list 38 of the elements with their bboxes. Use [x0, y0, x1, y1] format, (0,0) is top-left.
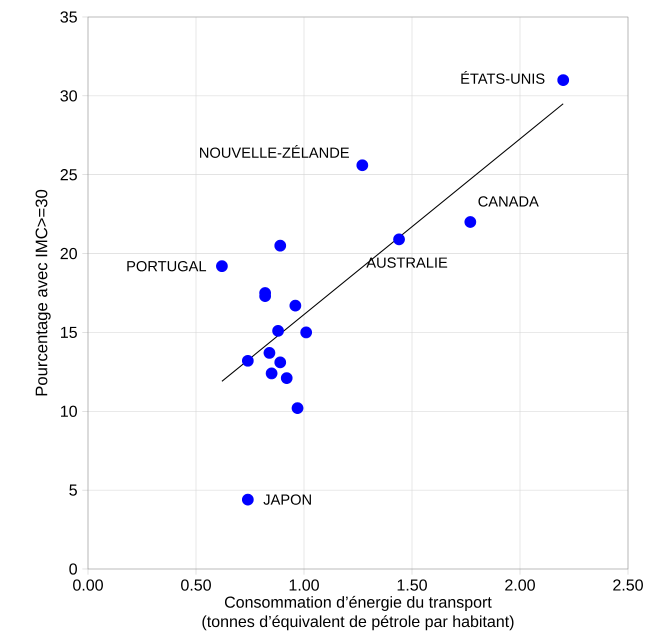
y-tick-label: 20	[60, 248, 77, 260]
point	[356, 159, 368, 172]
annotation: CANADA	[478, 196, 539, 207]
y-tick-label: 0	[69, 563, 77, 575]
y-tick-label: 10	[61, 406, 77, 417]
point	[280, 372, 293, 384]
x-tick-label: 0.00	[73, 579, 103, 591]
point	[289, 300, 302, 312]
annotation: NOUVELLE-ZÉLANDE	[200, 145, 349, 158]
point	[300, 326, 312, 338]
point	[274, 356, 286, 368]
y-axis-title: Pourcentage avec IMC>=30	[36, 190, 51, 396]
point	[292, 402, 304, 414]
point	[272, 324, 284, 337]
x-tick-label: 0.50	[181, 579, 211, 591]
point	[464, 216, 476, 228]
point	[393, 233, 405, 246]
point	[242, 354, 254, 367]
x-tick-label: 1.50	[398, 579, 427, 591]
annotation: ÉTATS-UNIS	[461, 70, 544, 84]
x-tick-label: 2.00	[505, 579, 535, 591]
point	[557, 74, 570, 86]
point	[274, 240, 286, 252]
x-tick-label: 2.50	[613, 579, 643, 591]
point	[266, 368, 278, 380]
annotation: PORTUGAL	[127, 261, 206, 272]
y-tick-label: 35	[60, 11, 77, 23]
annotation: JAPON	[263, 494, 311, 505]
y-tick-label: 25	[60, 169, 77, 180]
x-tick-label: 1.00	[290, 579, 319, 591]
point	[216, 260, 228, 272]
x-axis-title: Consommation d’énergie du transport (tonnes d’équivalent de pétrole par habitant)	[202, 596, 514, 630]
y-tick-label: 5	[69, 484, 77, 496]
point	[242, 494, 254, 506]
y-tick-label: 30	[60, 90, 77, 102]
point	[264, 347, 276, 359]
annotation: AUSTRALIE	[366, 257, 448, 268]
y-tick-label: 15	[61, 326, 77, 338]
